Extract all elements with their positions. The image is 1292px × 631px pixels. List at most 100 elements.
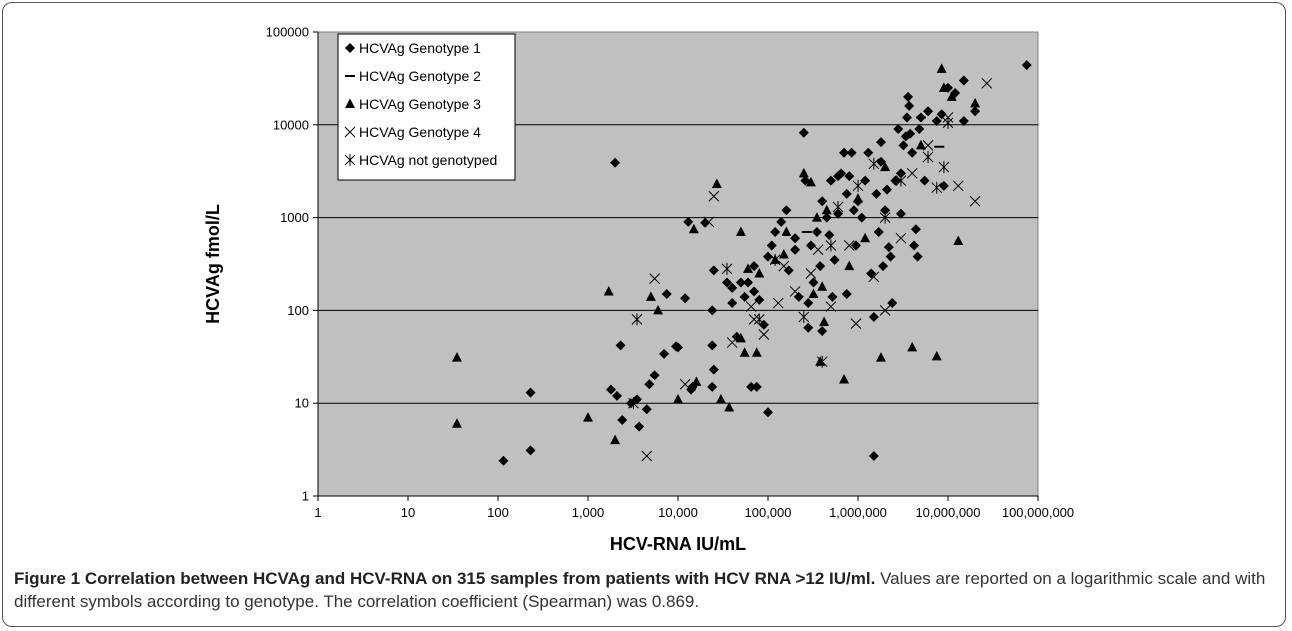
data-point [970,106,981,117]
data-point [839,147,850,158]
data-point [451,418,462,428]
data-point [707,305,718,316]
data-point [805,176,816,187]
figure-caption: Figure 1 Correlation between HCVAg and H… [14,567,1274,613]
legend-label: HCVAg Genotype 3 [359,96,481,112]
data-point [850,318,862,329]
data-point [922,140,934,151]
data-point [824,229,835,240]
data-point [821,212,832,223]
data-point [922,150,934,163]
y-axis-title: HCVAg fmol/L [203,204,223,324]
data-point [727,282,738,293]
data-point [843,240,855,251]
data-point [880,161,891,172]
data-point [770,226,781,237]
y-tick-label: 100000 [266,25,309,40]
x-axis-ticks: 1 10 100 1,000 10,000 100,000 1,000,000 10,000,… [314,496,1074,520]
data-point [735,277,746,288]
data-point [875,137,886,148]
data-point [679,378,691,390]
data-point [856,212,867,223]
data-point [628,397,639,410]
data-point [816,355,828,368]
data-point [952,180,964,192]
data-point [708,190,720,202]
data-point [942,116,954,129]
data-point [841,188,852,199]
data-point [833,208,844,219]
gridlines [317,32,1038,497]
data-point [721,277,732,288]
data-point [703,216,715,228]
data-point [817,281,828,291]
data-point [641,404,652,415]
data-point [790,233,801,244]
data-point [525,387,536,398]
data-point [815,261,826,272]
data-point [901,112,912,123]
data-point [691,376,702,386]
data-point [726,337,738,348]
data-point [748,314,760,325]
data-point [781,226,792,236]
data-point [881,184,892,195]
legend-marker [345,98,355,108]
legend-marker [344,154,356,166]
data-point [798,167,809,178]
data-point [860,232,871,243]
x-tick-label: 10 [401,505,415,520]
data-point [912,251,923,262]
data-point [868,311,879,322]
data-point [611,390,622,401]
legend-label: HCVAg Genotype 4 [359,124,481,140]
data-point [936,63,947,73]
data-point [798,310,810,323]
data-point [910,224,921,235]
data-point [898,140,909,151]
data-point [868,157,880,170]
data-point [754,294,765,305]
data-point [885,251,896,262]
data-point [778,249,789,259]
x-tick-label: 100 [487,505,509,520]
data-point [649,273,660,284]
data-point [789,286,801,297]
legend-label: HCVAg Genotype 1 [359,40,481,56]
data-point [708,364,719,375]
data-point [812,244,824,256]
data-point [803,298,814,309]
data-point [498,455,509,466]
data-point [673,393,683,404]
data-point [844,171,855,182]
x-tick-label: 100,000,000 [1002,505,1074,520]
data-point [721,262,733,275]
data-point [827,291,838,302]
data-point [895,174,907,187]
data-point [903,91,914,102]
data-point [841,289,852,300]
data-point [645,291,656,301]
y-tick-label: 100 [287,303,309,318]
data-point [938,161,950,174]
data-point [763,251,773,262]
data-point [904,100,915,111]
data-point [653,304,664,315]
data-point [879,305,891,316]
data-point [868,450,879,461]
data-point [871,188,882,199]
data-points [451,60,1032,466]
data-point [727,298,738,309]
data-point [661,289,672,300]
y-tick-label: 10 [295,396,309,411]
data-point [743,263,754,273]
data-point [707,340,718,351]
data-point [817,196,828,207]
data-point [895,232,907,244]
data-point [711,178,722,189]
data-point [981,77,993,89]
data-point [880,205,891,216]
data-point [745,301,757,312]
data-point [958,75,969,86]
scatter-chart: 1 10 100 1,000 10,000 100,000 1,000,000 10,000,… [203,25,1074,555]
